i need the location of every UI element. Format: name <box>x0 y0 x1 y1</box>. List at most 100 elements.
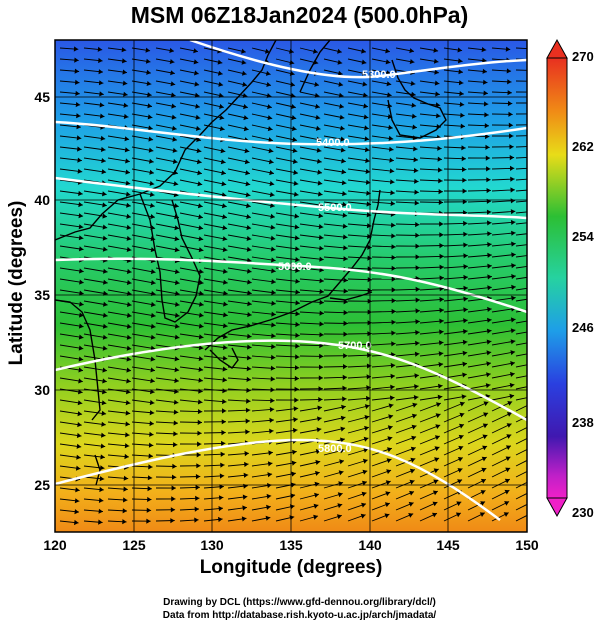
wind-vector-head <box>122 519 127 525</box>
wind-vector-head <box>73 46 79 52</box>
wind-vector-head <box>388 414 394 420</box>
wind-vector <box>515 375 527 379</box>
wind-vector-head <box>294 213 299 219</box>
wind-vector-head <box>199 312 204 318</box>
wind-vector-head <box>486 188 491 194</box>
wind-vector-head <box>78 202 83 208</box>
wind-vector-head <box>196 452 201 458</box>
wind-vector-head <box>173 420 178 426</box>
wind-vector-head <box>223 279 228 285</box>
wind-vector-head <box>486 177 491 183</box>
wind-vector-head <box>343 320 348 326</box>
wind-vector-head <box>511 263 516 269</box>
wind-vector-head <box>292 137 297 143</box>
wind-vector-head <box>74 519 79 526</box>
wind-vector-head <box>389 146 394 152</box>
wind-vector-head <box>434 457 440 463</box>
wind-vector-head <box>125 421 130 427</box>
wind-vector-head <box>294 375 300 382</box>
wind-vector-head <box>172 136 177 142</box>
wind-vector-head <box>198 334 204 340</box>
wind-vector-head <box>98 519 103 525</box>
wind-vector-head <box>362 70 367 76</box>
wind-vector-head <box>245 192 251 198</box>
x-tick: 145 <box>436 537 460 553</box>
wind-vector-head <box>337 48 342 54</box>
wind-vector-head <box>336 514 342 520</box>
wind-vector-head <box>460 123 465 129</box>
wind-vector <box>515 353 527 357</box>
wind-vector-head <box>101 421 106 427</box>
wind-vector-head <box>145 47 151 53</box>
wind-vector-head <box>483 101 489 107</box>
wind-vector-head <box>386 469 392 475</box>
wind-vector-head <box>362 469 368 475</box>
wind-vector-head <box>388 124 393 130</box>
wind-vector-head <box>122 80 128 86</box>
wind-vector-head <box>218 516 223 523</box>
wind-vector-head <box>271 257 276 263</box>
wind-vector-head <box>533 394 538 399</box>
wind-vector-head <box>339 103 344 109</box>
wind-vector-head <box>148 453 153 459</box>
wind-vector-head <box>362 458 368 464</box>
wind-vector-head <box>293 169 298 175</box>
wind-vector-head <box>266 493 272 499</box>
wind-vector-head <box>485 144 490 150</box>
wind-vector-head <box>535 328 540 333</box>
wind-vector-head <box>414 351 420 357</box>
wind-vector-head <box>363 436 369 442</box>
x-tick: 130 <box>200 537 224 553</box>
wind-vector-head <box>319 245 324 251</box>
wind-vector-head <box>390 190 395 196</box>
wind-vector-head <box>413 146 418 152</box>
wind-vector-head <box>295 343 300 349</box>
wind-vector-head <box>195 125 201 131</box>
wind-vector-head <box>438 189 443 195</box>
wind-vector-head <box>101 158 106 164</box>
wind-vector-head <box>534 165 538 170</box>
wind-vector-head <box>123 102 129 108</box>
wind-vector <box>515 320 527 324</box>
colorbar-bottom-arrow <box>546 497 568 518</box>
wind-vector-head <box>529 479 534 484</box>
wind-vector-head <box>435 91 440 97</box>
wind-vector-head <box>267 461 273 467</box>
wind-vector-head <box>432 512 437 518</box>
wind-vector-head <box>463 264 468 270</box>
wind-vector-head <box>457 468 463 473</box>
wind-vector-head <box>510 219 516 225</box>
wind-vector-head <box>271 311 276 317</box>
wind-vector-head <box>174 323 180 329</box>
wind-vector-head <box>462 188 467 194</box>
wind-vector-head <box>535 252 540 257</box>
wind-vector-head <box>271 300 276 306</box>
wind-vector-head <box>362 480 367 486</box>
wind-vector-head <box>341 180 347 186</box>
wind-vector-head <box>172 463 177 469</box>
wind-vector <box>515 331 527 335</box>
wind-vector-head <box>319 321 324 327</box>
wind-vector-head <box>487 285 492 291</box>
wind-vector-head <box>507 401 513 406</box>
wind-vector-head <box>102 345 108 351</box>
wind-vector-head <box>317 169 322 175</box>
wind-vector-head <box>78 235 84 241</box>
wind-vector-head <box>531 423 536 428</box>
wind-vector-head <box>294 386 299 392</box>
wind-vector-head <box>439 243 444 249</box>
wind-vector-head <box>222 388 227 394</box>
wind-vector-head <box>343 245 348 251</box>
wind-vector-head <box>290 82 295 87</box>
wind-vector-head <box>126 246 132 252</box>
wind-vector-head <box>217 59 223 65</box>
wind-vector-head <box>366 363 372 369</box>
wind-vector-head <box>246 366 252 372</box>
wind-vector-head <box>439 286 444 292</box>
wind-vector <box>515 211 527 214</box>
wind-vector-head <box>222 344 228 350</box>
wind-vector-head <box>511 295 516 301</box>
wind-vector-head <box>121 47 127 53</box>
wind-vector-head <box>74 498 80 504</box>
wind-vector-head <box>170 81 176 87</box>
